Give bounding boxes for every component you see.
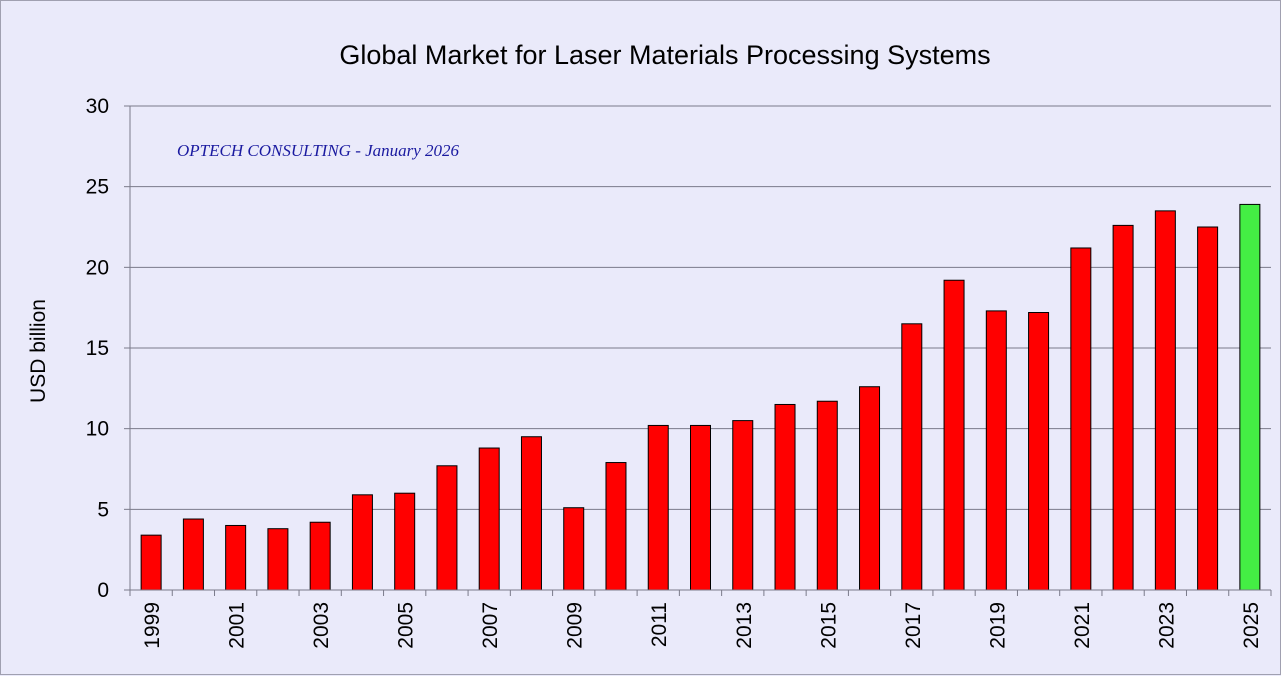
y-tick-label: 15: [86, 337, 109, 360]
bars: [140, 203, 1261, 591]
bar-2019: [985, 310, 1007, 591]
bar-2011: [647, 424, 669, 591]
y-axis-label: USD billion: [27, 299, 50, 403]
bar-2021: [1070, 247, 1092, 591]
bar-2025: [1239, 203, 1261, 591]
x-tick-labels: 1999 2001 2003 2005 2007 2009 2011 2013 2015 2017…: [141, 602, 1263, 649]
axes: [124, 105, 1272, 596]
bar-2017: [901, 323, 923, 591]
x-tick-label: 2001: [226, 602, 249, 649]
x-tick-label: 2023: [1155, 602, 1178, 649]
bar-2016: [859, 386, 881, 591]
bar-2014: [774, 403, 796, 591]
y-tick-label: 5: [97, 498, 109, 521]
y-tick-label: 20: [86, 256, 109, 279]
x-tick-label: 2007: [479, 602, 502, 649]
y-tick-labels: 0 5 10 15 20 25 30: [86, 95, 109, 602]
bar-2003: [309, 521, 331, 591]
x-tick-label: 2019: [986, 602, 1009, 649]
x-tick-label: 2005: [395, 602, 418, 649]
bar-2004: [351, 494, 373, 591]
bar-2022: [1112, 224, 1134, 591]
bar-2018: [943, 279, 965, 591]
y-tick-label: 0: [97, 579, 109, 602]
bar-2005: [394, 492, 416, 591]
chart-title: Global Market for Laser Materials Proces…: [339, 40, 990, 70]
bar-2006: [436, 465, 458, 591]
bar-2007: [478, 447, 500, 591]
x-tick-label: 2015: [817, 602, 840, 649]
x-tick-label: 2013: [733, 602, 756, 649]
bar-2020: [1028, 312, 1050, 591]
bar-2013: [732, 420, 754, 591]
bar-2002: [267, 528, 289, 591]
x-tick-label: 2017: [902, 602, 925, 649]
x-tick-label: 2009: [564, 602, 587, 649]
bar-1999: [140, 534, 162, 591]
y-tick-label: 25: [86, 176, 109, 199]
x-tick-label: 2021: [1071, 602, 1094, 649]
x-tick-label: 1999: [141, 602, 164, 649]
bar-2023: [1154, 210, 1176, 591]
x-tick-label: 2003: [310, 602, 333, 649]
bar-2000: [182, 518, 204, 591]
source-annotation: OPTECH CONSULTING - January 2026: [177, 141, 460, 160]
bar-2010: [605, 462, 627, 591]
bar-2012: [690, 424, 711, 591]
x-tick-label: 2011: [648, 602, 671, 647]
x-tick-label: 2025: [1240, 602, 1263, 649]
bar-2009: [563, 507, 585, 591]
y-tick-label: 10: [86, 418, 109, 441]
bar-2015: [816, 400, 838, 591]
bar-2024: [1197, 226, 1219, 591]
bar-2008: [520, 436, 542, 591]
bar-2001: [225, 524, 247, 591]
y-tick-label: 30: [86, 95, 109, 118]
